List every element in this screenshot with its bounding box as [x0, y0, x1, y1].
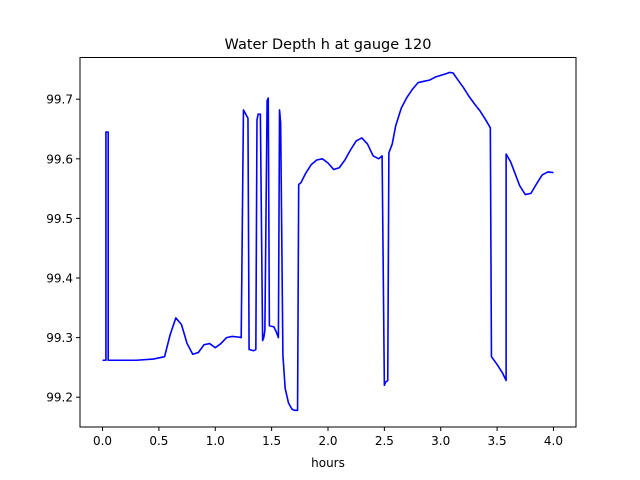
y-tick-label: 99.4: [46, 272, 73, 286]
x-axis-label: hours: [311, 456, 345, 470]
x-tick-label: 3.0: [431, 434, 450, 448]
x-tick-label: 4.0: [544, 434, 563, 448]
series-line-0: [102, 71, 554, 412]
x-tick-label: 3.5: [488, 434, 507, 448]
y-tick-label: 99.6: [46, 152, 73, 166]
y-tick-label: 99.2: [46, 391, 73, 405]
x-tick-label: 0.5: [149, 434, 168, 448]
x-tick-label: 2.5: [375, 434, 394, 448]
y-tick-label: 99.7: [46, 93, 73, 107]
y-axis: 99.2 99.3 99.4 99.5 99.6 99.7: [46, 93, 80, 405]
y-tick-label: 99.5: [46, 212, 73, 226]
plot-area: [102, 71, 554, 412]
x-tick-label: 1.0: [206, 434, 225, 448]
y-tick-label: 99.3: [46, 331, 73, 345]
x-tick-label: 2.0: [318, 434, 337, 448]
axes-frame: [79, 57, 577, 428]
x-tick-label: 0.0: [93, 434, 112, 448]
chart-title: Water Depth h at gauge 120: [225, 37, 432, 53]
x-tick-label: 1.5: [262, 434, 281, 448]
x-axis: 0.0 0.5 1.0 1.5 2.0 2.5 3.0 3.5 4.0: [93, 427, 563, 448]
